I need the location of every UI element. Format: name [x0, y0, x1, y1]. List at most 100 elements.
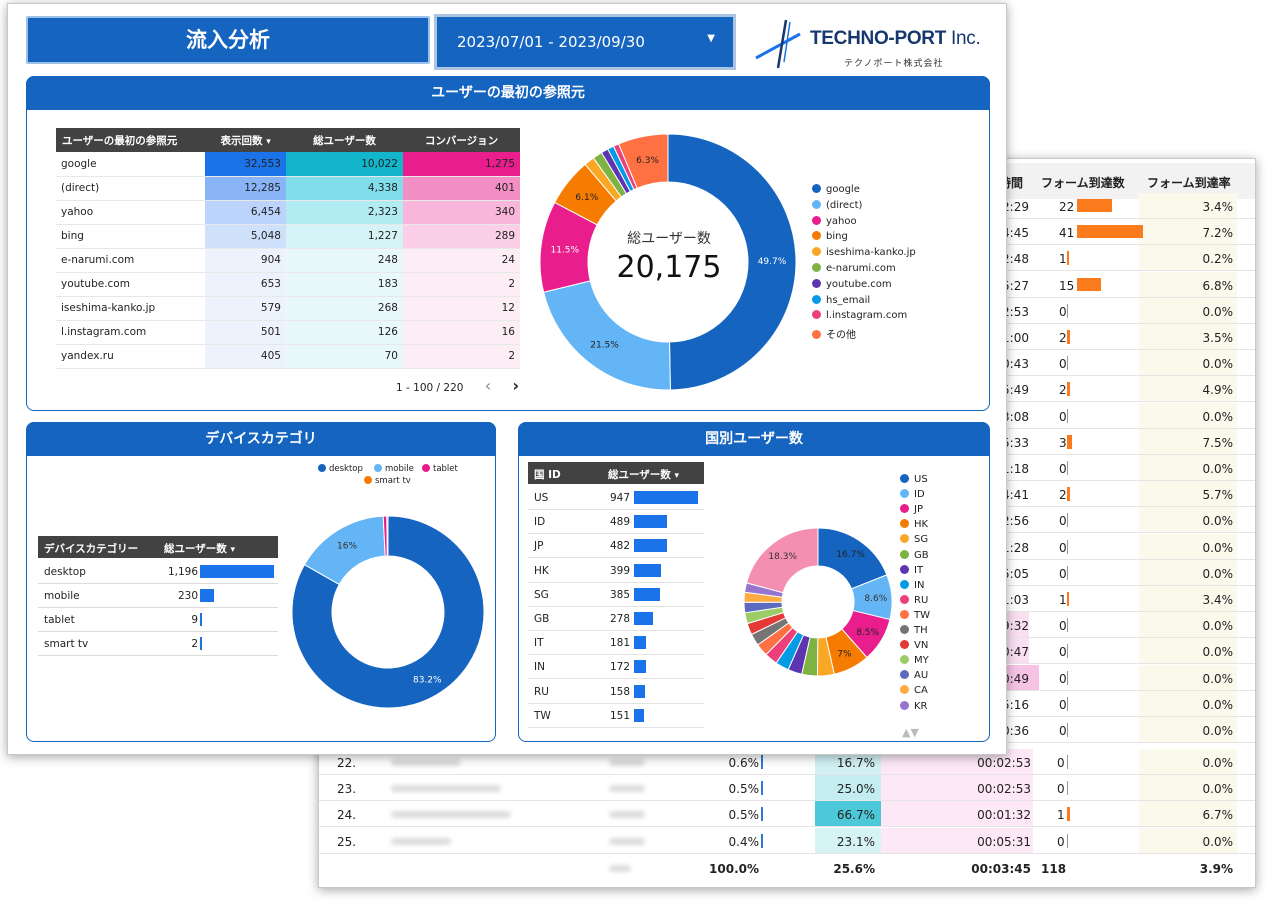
legend-item[interactable]: US: [900, 474, 928, 485]
country-bar: [634, 539, 667, 553]
legend-item[interactable]: google: [812, 184, 860, 195]
referral-row[interactable]: yandex.ru 405 70 2: [56, 344, 520, 369]
legend-item[interactable]: HK: [900, 519, 928, 530]
legend-item[interactable]: yahoo: [812, 215, 857, 227]
legend-item[interactable]: mobile: [374, 464, 414, 474]
device-row[interactable]: mobile 230: [38, 584, 278, 608]
legend-item[interactable]: その他: [812, 326, 856, 341]
donut-slice--[interactable]: [617, 133, 669, 189]
back-rate: 7.5%: [1202, 435, 1234, 450]
col-country[interactable]: 国 ID: [534, 469, 561, 481]
col-source[interactable]: ユーザーの最初の参照元: [56, 128, 206, 152]
legend-item[interactable]: SG: [900, 534, 928, 545]
legend-item[interactable]: hs_email: [812, 294, 870, 306]
donut-slice-desktop[interactable]: [291, 515, 485, 709]
legend-pager-arrows: ▲▼: [902, 726, 919, 739]
legend-item[interactable]: IN: [900, 579, 924, 591]
views-cell: 653: [205, 272, 286, 297]
legend-item[interactable]: tablet: [422, 464, 458, 474]
col-device[interactable]: デバイスカテゴリー: [44, 543, 139, 555]
donut-slice--direct-[interactable]: [543, 280, 671, 391]
country-row[interactable]: IT 181: [528, 631, 704, 656]
country-row[interactable]: GB 278: [528, 607, 704, 631]
reach-bar: [1067, 303, 1068, 318]
legend-label: desktop: [329, 464, 363, 474]
donut-slice--[interactable]: [745, 527, 819, 594]
country-row[interactable]: RU 158: [528, 680, 704, 704]
views-cell: 501: [205, 320, 286, 345]
back-reach: 0: [1059, 619, 1067, 634]
back-reach: 22: [1059, 200, 1075, 214]
col-views[interactable]: 表示回数 ▾: [205, 128, 286, 152]
col-country-users[interactable]: 総ユーザー数 ▾: [608, 469, 679, 481]
country-row[interactable]: HK 399: [528, 559, 704, 583]
date-range-picker[interactable]: 2023/07/01 - 2023/09/30 ▼: [434, 14, 736, 70]
legend-item[interactable]: IT: [900, 564, 923, 576]
referral-row[interactable]: iseshima-kanko.jp 579 268 12: [56, 296, 520, 321]
country-bar: [634, 587, 661, 601]
legend-item[interactable]: l.instagram.com: [812, 310, 907, 321]
legend-item[interactable]: TW: [900, 609, 930, 621]
legend-item[interactable]: ID: [900, 489, 925, 500]
device-row[interactable]: desktop 1,196: [38, 560, 278, 584]
donut-center-value: 20,175: [616, 250, 722, 285]
back-reach: 15: [1059, 278, 1075, 293]
legend-item[interactable]: iseshima-kanko.jp: [812, 247, 916, 258]
country-bar: [634, 660, 646, 674]
legend-item[interactable]: GB: [900, 549, 929, 561]
back-reach: 0: [1059, 462, 1067, 476]
legend-item[interactable]: desktop: [318, 464, 363, 474]
referral-row[interactable]: (direct) 12,285 4,338 401: [56, 176, 520, 201]
country-row[interactable]: IN 172: [528, 655, 704, 680]
device-row[interactable]: tablet 9: [38, 608, 278, 632]
legend-item[interactable]: CA: [900, 685, 928, 696]
row-number: 23.: [337, 782, 357, 797]
country-value: 399: [609, 564, 630, 577]
country-row[interactable]: ID 489: [528, 510, 704, 535]
col-users[interactable]: 総ユーザー数: [285, 128, 403, 152]
col-device-users[interactable]: 総ユーザー数 ▾: [164, 543, 235, 555]
legend-item[interactable]: MY: [900, 655, 929, 666]
referral-row[interactable]: yahoo 6,454 2,323 340: [56, 200, 520, 225]
legend-item[interactable]: KR: [900, 700, 928, 712]
legend-item[interactable]: bing: [812, 231, 848, 242]
legend-item[interactable]: RU: [900, 594, 928, 606]
referral-row[interactable]: google 32,553 10,022 1,275: [56, 152, 520, 177]
back-rate: 0.0%: [1202, 566, 1234, 581]
legend-item[interactable]: (direct): [812, 199, 862, 211]
back-time: 0:47: [1002, 645, 1029, 660]
prev-page-button[interactable]: ‹: [484, 376, 492, 395]
referral-row[interactable]: l.instagram.com 501 126 16: [56, 320, 520, 345]
legend-pager[interactable]: ▲▼: [902, 726, 919, 739]
legend-item[interactable]: youtube.com: [812, 278, 892, 290]
back-rate: 6.8%: [1202, 278, 1234, 293]
legend-dot-icon: [422, 464, 430, 472]
col-conversions[interactable]: コンバージョン: [402, 128, 520, 152]
referral-row[interactable]: bing 5,048 1,227 289: [56, 224, 520, 249]
country-row[interactable]: SG 385: [528, 583, 704, 607]
next-page-button[interactable]: ›: [512, 376, 520, 395]
referral-row[interactable]: youtube.com 653 183 2: [56, 272, 520, 297]
legend-label: HK: [914, 519, 929, 531]
donut-slice-smart-tv[interactable]: [386, 515, 389, 557]
country-row[interactable]: US 947: [528, 486, 704, 510]
country-row[interactable]: TW 151: [528, 704, 704, 728]
views-cell: 405: [205, 344, 286, 369]
country-label: HK: [534, 564, 549, 577]
legend-item[interactable]: AU: [900, 670, 928, 681]
country-bar: [634, 636, 647, 650]
legend-item[interactable]: smart tv: [364, 476, 411, 486]
legend-item[interactable]: JP: [900, 504, 923, 515]
donut-slice-google[interactable]: [667, 133, 797, 391]
back-time: 1:03: [1002, 593, 1029, 607]
legend-item[interactable]: e-narumi.com: [812, 263, 896, 274]
back-reach: 0: [1059, 724, 1067, 738]
referral-row[interactable]: e-narumi.com 904 248 24: [56, 248, 520, 273]
country-bar: [634, 684, 645, 698]
row-number: 22.: [337, 756, 357, 770]
legend-item[interactable]: VN: [900, 640, 928, 651]
country-row[interactable]: JP 482: [528, 534, 704, 559]
legend-label: JP: [914, 504, 923, 516]
legend-item[interactable]: TH: [900, 625, 928, 636]
device-row[interactable]: smart tv 2: [38, 632, 278, 656]
